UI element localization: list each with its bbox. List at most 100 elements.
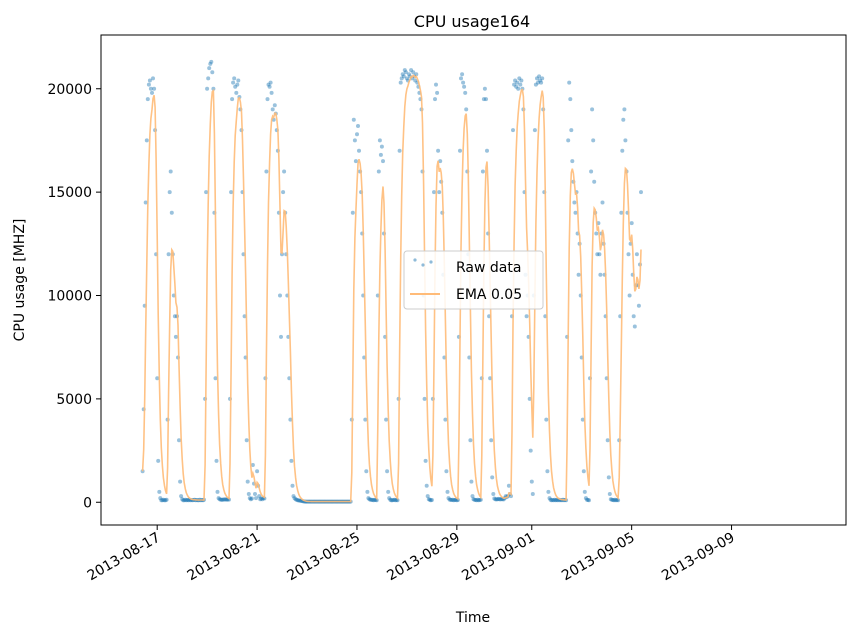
raw-data-point (633, 325, 637, 329)
raw-data-point (519, 79, 523, 83)
raw-data-point (424, 459, 428, 463)
raw-data-point (590, 107, 594, 111)
raw-data-point (384, 418, 388, 422)
raw-data-point (354, 159, 358, 163)
raw-data-point (273, 103, 277, 107)
raw-data-point (464, 107, 468, 111)
raw-data-point (379, 153, 383, 157)
raw-data-point (255, 469, 259, 473)
raw-data-point (627, 252, 631, 256)
raw-data-point (572, 201, 576, 205)
raw-data-point (423, 397, 427, 401)
raw-data-point (246, 480, 250, 484)
raw-data-point (566, 138, 570, 142)
raw-data-point (253, 492, 257, 496)
raw-data-point (597, 252, 601, 256)
raw-data-point (525, 314, 529, 318)
raw-data-point (386, 490, 390, 494)
raw-data-point (365, 490, 369, 494)
raw-data-point (245, 438, 249, 442)
raw-data-point (268, 85, 272, 89)
raw-data-point (569, 128, 573, 132)
raw-data-point (146, 97, 150, 101)
raw-data-point (357, 149, 361, 153)
raw-data-point (594, 232, 598, 236)
raw-data-point (545, 469, 549, 473)
y-tick-label: 20000 (47, 82, 92, 98)
legend-raw-dot (429, 260, 432, 263)
raw-data-point (463, 91, 467, 95)
raw-data-point (436, 149, 440, 153)
raw-data-point (489, 438, 493, 442)
raw-data-point (209, 60, 213, 64)
raw-data-point (169, 170, 173, 174)
y-tick-label: 5000 (56, 392, 92, 408)
raw-data-point (150, 91, 154, 95)
raw-data-point (434, 83, 438, 87)
raw-data-point (167, 252, 171, 256)
raw-data-point (582, 469, 586, 473)
raw-data-point (507, 484, 511, 488)
raw-data-point (592, 180, 596, 184)
raw-data-point (568, 97, 572, 101)
raw-data-point (621, 118, 625, 122)
raw-data-point (619, 211, 623, 215)
raw-data-point (570, 159, 574, 163)
raw-data-point (364, 469, 368, 473)
raw-data-point (230, 97, 234, 101)
raw-data-point (234, 91, 238, 95)
raw-data-point (282, 170, 286, 174)
raw-data-point (446, 490, 450, 494)
raw-data-point (632, 314, 636, 318)
chart-title: CPU usage164 (414, 12, 530, 31)
raw-data-point (250, 497, 254, 501)
raw-data-point (229, 190, 233, 194)
raw-data-point (530, 480, 534, 484)
raw-data-point (425, 484, 429, 488)
raw-data-point (269, 81, 273, 85)
raw-data-point (511, 128, 515, 132)
raw-data-point (483, 87, 487, 91)
y-tick-label: 0 (83, 495, 92, 511)
raw-data-point (271, 107, 275, 111)
raw-data-point (432, 190, 436, 194)
raw-data-point (490, 475, 494, 479)
raw-data-point (577, 273, 581, 277)
raw-data-point (459, 76, 463, 80)
raw-data-point (168, 190, 172, 194)
raw-data-point (398, 149, 402, 153)
legend-raw-dot (413, 258, 416, 261)
raw-data-point (460, 72, 464, 76)
raw-data-point (458, 149, 462, 153)
raw-data-point (174, 335, 178, 339)
raw-data-point (567, 81, 571, 85)
y-axis-title: CPU usage [MHZ] (12, 219, 28, 342)
raw-data-point (289, 459, 293, 463)
y-tick-label: 10000 (47, 289, 92, 305)
raw-data-point (236, 79, 240, 83)
raw-data-point (215, 459, 219, 463)
raw-data-point (622, 107, 626, 111)
raw-data-point (170, 211, 174, 215)
raw-data-point (623, 138, 627, 142)
raw-data-point (444, 469, 448, 473)
raw-data-point (231, 81, 235, 85)
raw-data-point (637, 304, 641, 308)
raw-data-point (378, 138, 382, 142)
raw-data-point (539, 81, 543, 85)
raw-data-point (291, 484, 295, 488)
legend-label-ema: EMA 0.05 (456, 287, 522, 303)
raw-data-point (462, 85, 466, 89)
raw-data-point (353, 138, 357, 142)
raw-data-point (433, 97, 437, 101)
raw-data-point (591, 138, 595, 142)
raw-data-point (279, 335, 283, 339)
raw-data-point (380, 145, 384, 149)
raw-data-point (377, 170, 381, 174)
raw-data-point (608, 492, 612, 496)
raw-data-point (235, 83, 239, 87)
raw-data-point (216, 490, 220, 494)
raw-data-point (399, 81, 403, 85)
raw-data-point (435, 91, 439, 95)
raw-data-point (481, 170, 485, 174)
